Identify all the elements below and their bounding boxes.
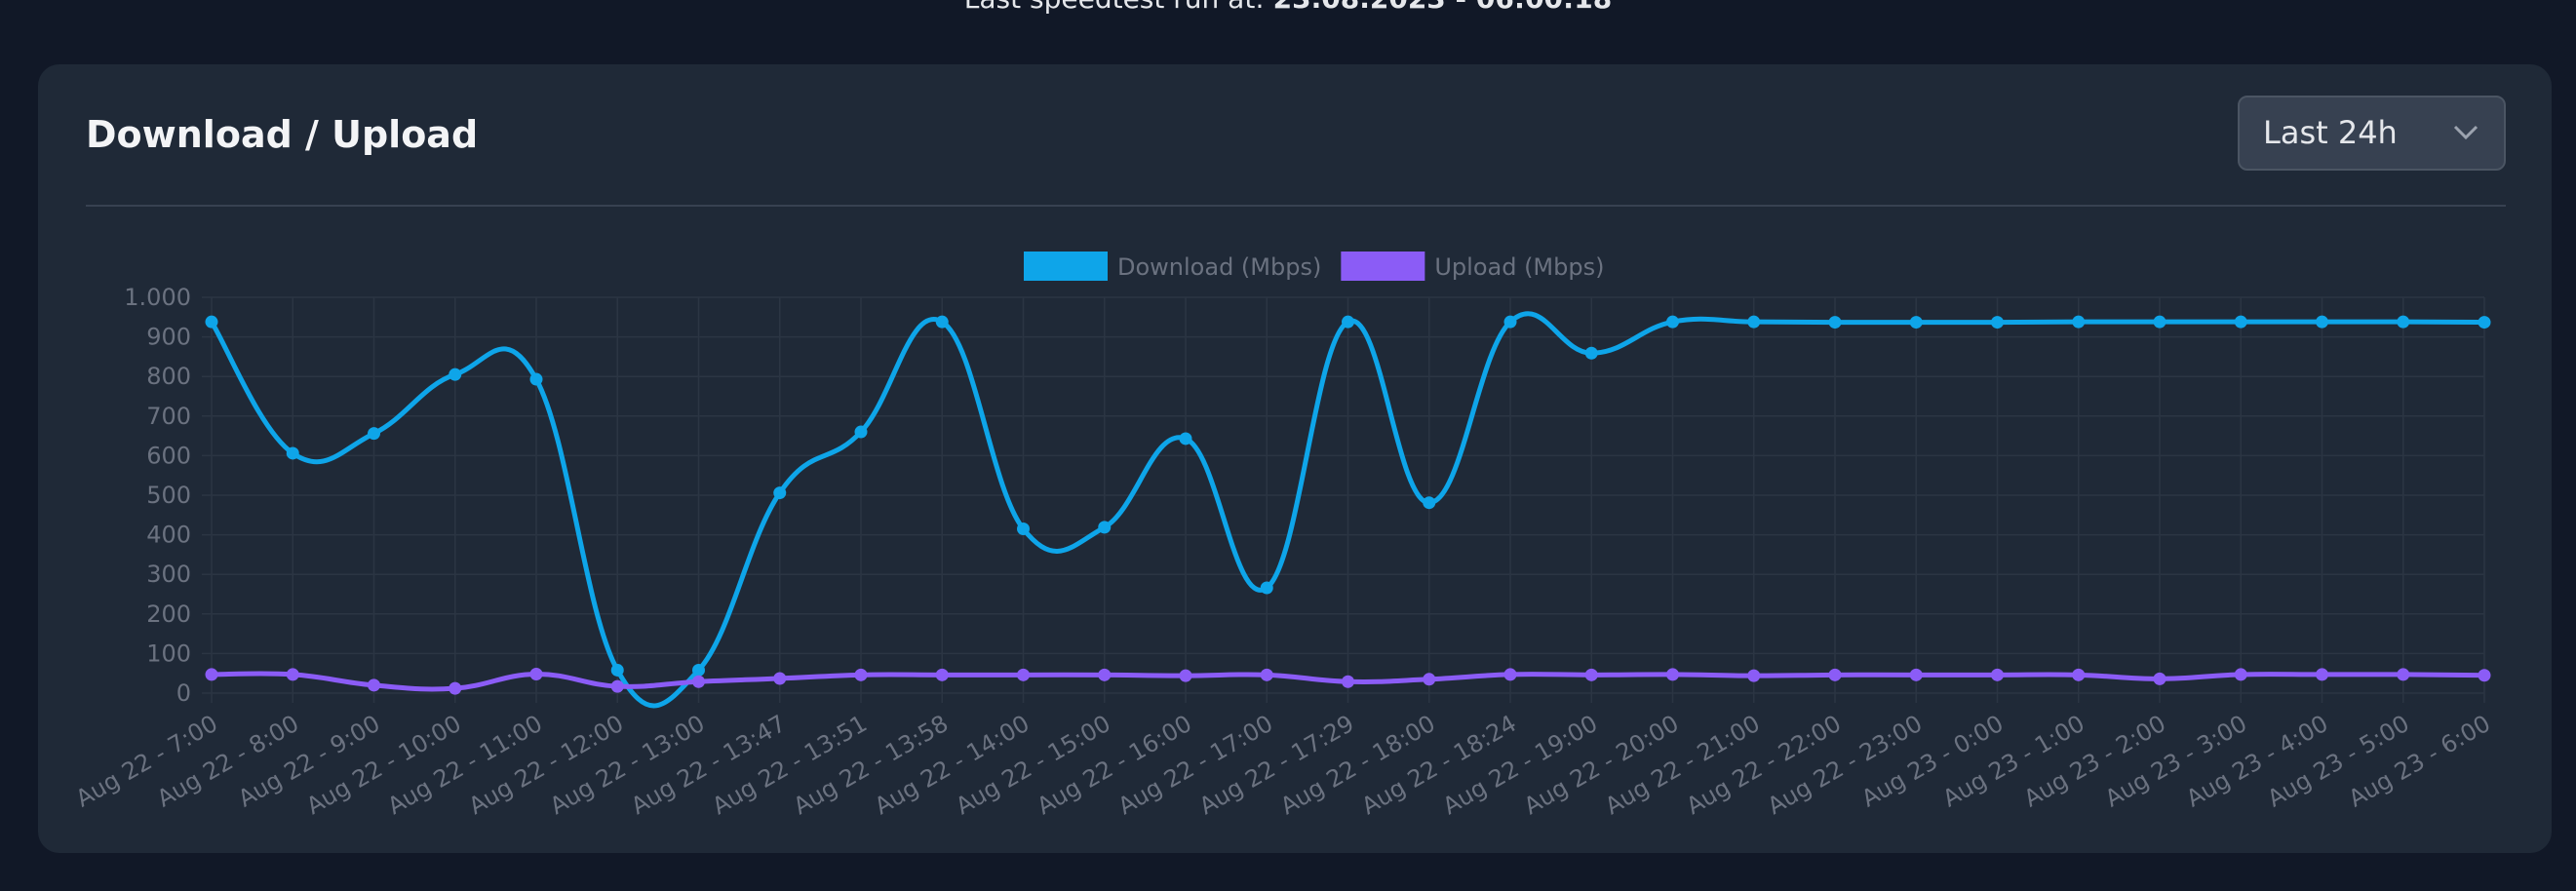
data-point bbox=[2316, 668, 2328, 681]
data-point bbox=[1503, 668, 1517, 681]
data-point bbox=[610, 663, 624, 677]
legend-swatch bbox=[1024, 252, 1108, 281]
data-point bbox=[1909, 668, 1923, 681]
chevron bbox=[2453, 125, 2478, 140]
data-point bbox=[368, 678, 380, 692]
data-point bbox=[1017, 668, 1030, 681]
data-point bbox=[1584, 668, 1598, 681]
divider bbox=[86, 205, 2506, 207]
dropdown-label: Last 24h bbox=[2263, 114, 2398, 151]
data-point bbox=[529, 668, 543, 681]
data-point bbox=[1260, 581, 1273, 595]
data-point bbox=[692, 675, 705, 688]
data-point bbox=[1017, 523, 1030, 536]
card: Download / Upload Last 24h bbox=[38, 64, 2552, 853]
data-point bbox=[692, 663, 705, 677]
data-point bbox=[2072, 315, 2086, 329]
data-point bbox=[1179, 669, 1192, 682]
y-tick-label: 500 bbox=[146, 482, 191, 509]
data-point bbox=[1828, 316, 1842, 329]
last-run-label: Last speedtest run at: bbox=[964, 0, 1265, 15]
data-point bbox=[1991, 668, 2004, 681]
data-point bbox=[1909, 316, 1923, 329]
data-point bbox=[1747, 315, 1761, 329]
data-point bbox=[529, 372, 543, 386]
data-point bbox=[935, 315, 949, 329]
y-tick-label: 700 bbox=[146, 403, 191, 430]
card-title: Download / Upload bbox=[86, 113, 479, 156]
data-point bbox=[286, 668, 299, 681]
data-point bbox=[205, 315, 218, 329]
y-tick-label: 600 bbox=[146, 442, 191, 469]
data-point bbox=[1260, 668, 1273, 681]
y-tick-label: 1.000 bbox=[124, 284, 191, 311]
data-point bbox=[1584, 346, 1598, 360]
data-point bbox=[935, 668, 949, 681]
data-point bbox=[2153, 672, 2166, 685]
last-run: Last speedtest run at: 23.08.2023 - 06:0… bbox=[0, 0, 2576, 15]
data-point bbox=[1098, 668, 1112, 681]
data-point bbox=[1342, 675, 1354, 688]
data-point bbox=[1666, 315, 1679, 329]
data-point bbox=[449, 681, 462, 695]
data-point bbox=[1828, 668, 1842, 681]
data-point bbox=[2234, 315, 2247, 329]
y-tick-label: 100 bbox=[146, 639, 191, 667]
data-point bbox=[1747, 669, 1761, 682]
range-dropdown[interactable]: Last 24h bbox=[2238, 96, 2506, 171]
y-tick-label: 800 bbox=[146, 363, 191, 390]
data-point bbox=[2478, 669, 2491, 682]
data-point bbox=[449, 368, 462, 381]
x-tick-label: Aug 23 - 6:00 bbox=[2344, 710, 2495, 813]
data-point bbox=[773, 486, 787, 500]
legend-swatch bbox=[1341, 252, 1425, 281]
data-point bbox=[2316, 315, 2328, 329]
data-point bbox=[854, 668, 868, 681]
data-point bbox=[2478, 316, 2491, 329]
data-point bbox=[1503, 315, 1517, 329]
legend-label: Upload (Mbps) bbox=[1434, 253, 1604, 281]
data-point bbox=[2153, 315, 2166, 329]
data-point bbox=[1342, 315, 1354, 329]
data-point bbox=[2397, 668, 2410, 681]
data-point bbox=[1179, 432, 1192, 446]
data-point bbox=[2397, 315, 2410, 329]
data-point bbox=[2234, 668, 2247, 681]
data-point bbox=[854, 425, 868, 439]
data-point bbox=[2072, 668, 2086, 681]
data-point bbox=[610, 679, 624, 693]
y-tick-label: 900 bbox=[146, 324, 191, 351]
data-point bbox=[368, 427, 380, 441]
data-point bbox=[286, 446, 299, 460]
data-point bbox=[1423, 673, 1436, 686]
data-point bbox=[1666, 668, 1679, 681]
data-point bbox=[773, 672, 787, 685]
data-point bbox=[1423, 496, 1436, 510]
data-point bbox=[1991, 316, 2004, 329]
last-run-value: 23.08.2023 - 06:00:18 bbox=[1273, 0, 1613, 15]
y-tick-label: 0 bbox=[176, 679, 191, 707]
y-tick-label: 200 bbox=[146, 600, 191, 628]
data-point bbox=[1098, 521, 1112, 534]
legend-label: Download (Mbps) bbox=[1117, 253, 1321, 281]
y-tick-label: 400 bbox=[146, 522, 191, 549]
y-tick-label: 300 bbox=[146, 561, 191, 588]
data-point bbox=[205, 668, 218, 681]
